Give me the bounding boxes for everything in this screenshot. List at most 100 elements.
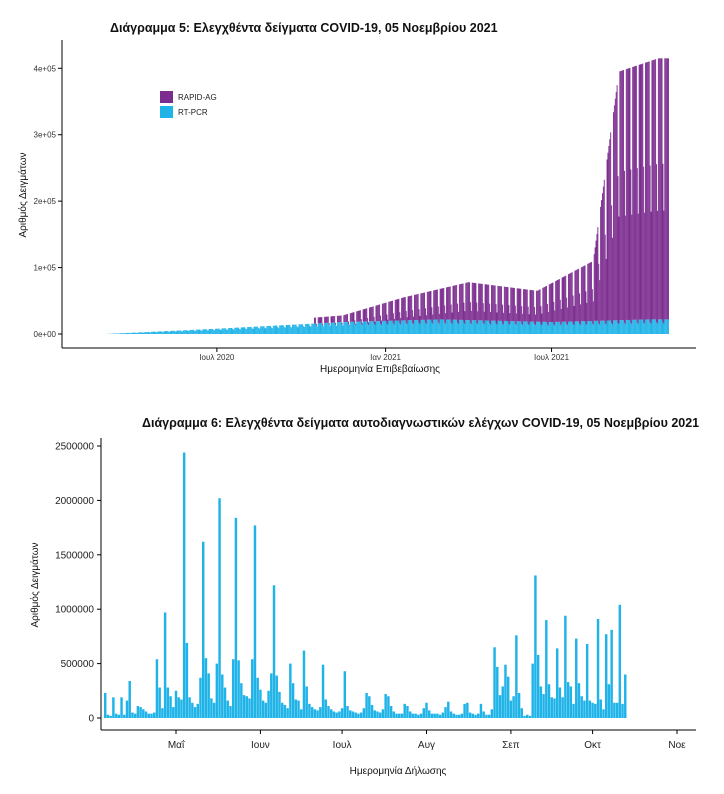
bar-rapid-ag: [612, 237, 613, 325]
bar-rt-pcr: [267, 326, 269, 334]
x-tick-label: Σεπ: [502, 740, 520, 751]
bar-rt-pcr: [194, 330, 196, 334]
bar-rt-pcr: [619, 320, 621, 334]
x-tick-label: Οκτ: [584, 740, 601, 751]
bar-rt-pcr: [489, 323, 491, 334]
bar-rt-pcr: [449, 319, 451, 334]
bar-rapid-ag: [601, 200, 602, 321]
bar-rapid-ag: [414, 294, 416, 321]
bar-rt-pcr: [279, 325, 281, 334]
bar-self-test: [300, 709, 303, 718]
bar-rapid-ag: [457, 303, 459, 323]
bar-rapid-ag: [573, 305, 575, 326]
bar-rapid-ag: [321, 317, 323, 324]
bar-self-test: [455, 714, 458, 718]
bar-rt-pcr: [463, 322, 465, 334]
bar-rapid-ag: [569, 273, 571, 322]
chart-5-legend: RAPID-AG RT-PCR: [160, 91, 217, 118]
bar-self-test: [539, 686, 543, 718]
bar-self-test: [599, 699, 602, 718]
bar-rapid-ag: [515, 313, 517, 325]
y-tick-label: 3e+05: [34, 131, 57, 140]
bar-rt-pcr: [550, 322, 552, 334]
chart-5-title: Διάγραμμα 5: Ελεγχθέντα δείγματα COVID-1…: [110, 21, 498, 35]
bar-rapid-ag: [425, 315, 427, 324]
bar-rt-pcr: [626, 319, 628, 334]
bar-rt-pcr: [417, 319, 419, 334]
bar-rt-pcr: [164, 331, 166, 334]
bar-rt-pcr: [259, 326, 261, 334]
bar-self-test: [270, 673, 273, 718]
bar-self-test: [207, 673, 210, 718]
bar-rapid-ag: [653, 59, 655, 320]
bar-self-test: [447, 701, 450, 718]
bar-rt-pcr: [214, 330, 216, 334]
legend-label-rapid-ag: RAPID-AG: [178, 93, 217, 102]
bar-rapid-ag: [600, 206, 602, 321]
bar-rt-pcr: [569, 321, 571, 334]
bar-rt-pcr: [215, 328, 217, 334]
bar-rapid-ag: [516, 288, 518, 322]
bar-rapid-ag: [428, 291, 430, 320]
bar-rt-pcr: [269, 325, 271, 334]
bar-rt-pcr: [525, 321, 527, 334]
bar-rt-pcr: [591, 323, 593, 334]
bar-rt-pcr: [579, 324, 581, 334]
bar-rt-pcr: [352, 321, 354, 334]
bar-rt-pcr: [387, 324, 389, 334]
bar-rapid-ag: [612, 112, 614, 321]
bar-rt-pcr: [535, 325, 536, 334]
bar-rt-pcr: [347, 324, 349, 334]
bar-rt-pcr: [252, 328, 254, 334]
bar-self-test: [588, 700, 592, 718]
bar-self-test: [509, 700, 513, 718]
bar-rt-pcr: [310, 326, 312, 334]
bar-rapid-ag: [572, 295, 574, 325]
bar-rt-pcr: [162, 332, 164, 334]
bar-rapid-ag: [447, 287, 448, 320]
bar-rt-pcr: [167, 331, 169, 334]
bar-rt-pcr: [303, 326, 305, 334]
bar-rt-pcr: [623, 320, 624, 334]
bar-self-test: [542, 694, 545, 718]
bar-rapid-ag: [590, 261, 592, 321]
bar-rt-pcr: [480, 320, 481, 334]
bar-rt-pcr: [215, 328, 216, 334]
bar-rt-pcr: [584, 321, 586, 334]
bar-self-test: [536, 654, 540, 718]
bar-self-test: [607, 684, 611, 718]
bar-rt-pcr: [187, 330, 189, 334]
bar-self-test: [174, 690, 178, 718]
bar-rapid-ag: [431, 307, 433, 323]
bar-rt-pcr: [627, 319, 629, 334]
bar-rt-pcr: [503, 320, 505, 334]
bar-rt-pcr: [191, 329, 193, 334]
bar-rt-pcr: [425, 323, 427, 334]
bar-rapid-ag: [583, 265, 585, 322]
bar-rapid-ag: [596, 233, 598, 321]
bar-rt-pcr: [628, 319, 630, 334]
bar-rt-pcr: [268, 325, 270, 334]
bar-rt-pcr: [177, 330, 179, 334]
bar-rapid-ag: [484, 284, 486, 321]
bar-rt-pcr: [509, 324, 511, 334]
bar-rapid-ag: [337, 315, 339, 323]
bar-rt-pcr: [597, 320, 599, 334]
bar-rt-pcr: [315, 325, 317, 334]
bar-rt-pcr: [205, 329, 207, 334]
bar-rapid-ag: [318, 317, 320, 324]
bar-rapid-ag: [369, 307, 370, 322]
bar-rt-pcr: [656, 322, 657, 334]
bar-rt-pcr: [411, 320, 413, 334]
bar-self-test: [400, 713, 404, 718]
bar-rapid-ag: [420, 293, 422, 320]
bar-rapid-ag: [525, 289, 527, 322]
bar-self-test: [378, 712, 382, 718]
bar-rt-pcr: [482, 323, 484, 334]
bar-rt-pcr: [494, 320, 496, 334]
bar-rt-pcr: [282, 325, 284, 334]
bar-rt-pcr: [479, 320, 481, 334]
bar-rapid-ag: [499, 286, 501, 321]
bar-rt-pcr: [484, 320, 486, 334]
bar-rapid-ag: [376, 305, 378, 322]
